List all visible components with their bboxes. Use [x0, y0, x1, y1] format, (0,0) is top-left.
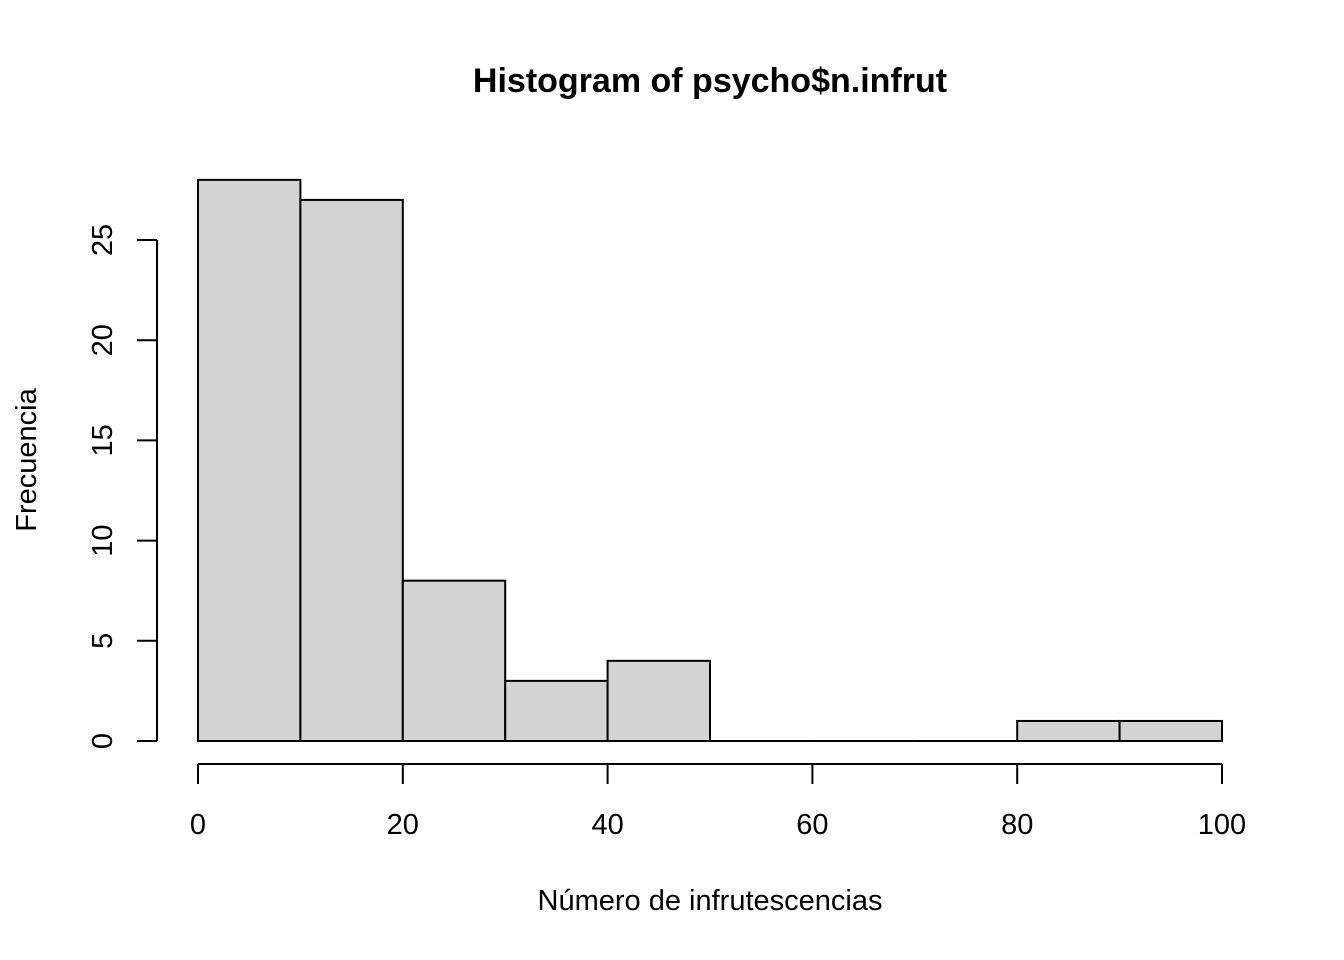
x-tick-label-4: 80: [1001, 809, 1033, 841]
chart-title: Histogram of psycho$n.infrut: [473, 62, 947, 100]
x-axis-label: Número de infrutescencias: [538, 885, 883, 917]
histogram-bar-3: [504, 679, 609, 743]
x-tick-label-0: 0: [190, 809, 206, 841]
y-axis: 0 5 10 15 20 25: [87, 224, 158, 749]
y-tick-label-5: 25: [87, 224, 119, 256]
y-tick-label-0: 0: [87, 733, 119, 749]
histogram-bar-9: [1118, 719, 1223, 743]
histogram-bar-4: [606, 659, 711, 743]
x-axis: 0 20 40 60 80 100: [190, 763, 1246, 841]
y-tick-label-4: 20: [87, 324, 119, 356]
x-tick-label-3: 60: [796, 809, 828, 841]
histogram-bar-1: [299, 198, 404, 743]
y-tick-label-2: 10: [87, 524, 119, 556]
histogram-bar-0: [197, 178, 302, 742]
x-tick-label-1: 20: [387, 809, 419, 841]
x-tick-label-2: 40: [591, 809, 623, 841]
x-tick-label-5: 100: [1198, 809, 1246, 841]
y-tick-label-1: 5: [87, 633, 119, 649]
bars-group: [197, 178, 1223, 743]
histogram-bar-2: [401, 579, 507, 742]
y-axis-label: Frecuencia: [11, 387, 43, 531]
histogram-bar-8: [1016, 719, 1121, 743]
y-tick-label-3: 15: [87, 424, 119, 456]
